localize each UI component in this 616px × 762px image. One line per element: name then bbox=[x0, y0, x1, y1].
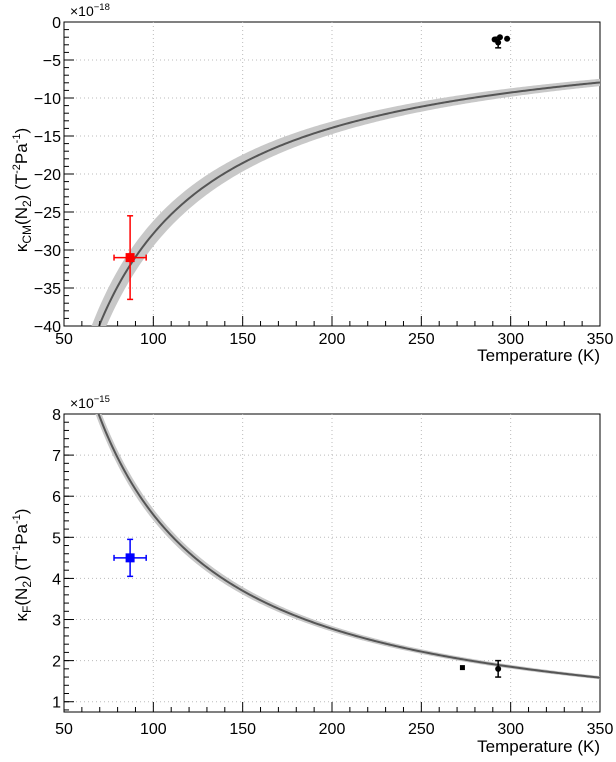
x-tick-label: 250 bbox=[408, 331, 435, 348]
fit-band-area bbox=[91, 78, 600, 326]
data-points bbox=[113, 34, 511, 301]
grid-lines bbox=[64, 414, 600, 712]
x-tick-labels: 50 100 150 200 250 300 350 bbox=[55, 721, 613, 738]
axis-ticks bbox=[63, 21, 601, 327]
x-tick-label: 50 bbox=[55, 331, 73, 348]
y-exponent-label: ×10−15 bbox=[70, 394, 110, 411]
fit-curve-line bbox=[97, 414, 600, 679]
y-tick-label: 0 bbox=[52, 15, 61, 32]
y-tick-label: −35 bbox=[34, 281, 61, 298]
x-tick-labels: 50 100 150 200 250 300 350 bbox=[55, 331, 613, 348]
y-tick-label: −30 bbox=[34, 243, 61, 260]
y-tick-label: −5 bbox=[43, 53, 61, 70]
data-point-circle bbox=[495, 39, 502, 46]
x-tick-label: 300 bbox=[497, 331, 524, 348]
y-tick-label: −10 bbox=[34, 91, 61, 108]
y-tick-label: 2 bbox=[52, 654, 61, 671]
x-tick-label: 200 bbox=[319, 331, 346, 348]
data-point-square bbox=[125, 553, 135, 563]
y-tick-label: −15 bbox=[34, 129, 61, 146]
x-tick-label: 50 bbox=[55, 721, 73, 738]
x-tick-label: 150 bbox=[229, 721, 256, 738]
axis-ticks bbox=[63, 413, 601, 712]
fit-curve-line bbox=[97, 81, 600, 326]
data-point-square bbox=[459, 665, 465, 671]
x-tick-label: 350 bbox=[587, 721, 614, 738]
x-tick-label: 300 bbox=[497, 721, 524, 738]
y-tick-label: −40 bbox=[34, 319, 61, 336]
x-tick-label: 250 bbox=[408, 721, 435, 738]
data-points bbox=[113, 538, 502, 678]
y-tick-label: 6 bbox=[52, 489, 61, 506]
y-tick-label: 7 bbox=[52, 448, 61, 465]
x-tick-label: 100 bbox=[140, 331, 167, 348]
y-tick-label: −20 bbox=[34, 167, 61, 184]
fit-band-area bbox=[95, 414, 600, 680]
data-point-square bbox=[125, 253, 135, 263]
y-tick-label: 3 bbox=[52, 613, 61, 630]
fit-band bbox=[91, 78, 600, 326]
y-tick-label: −25 bbox=[34, 205, 61, 222]
x-axis-title: Temperature (K) bbox=[477, 737, 600, 756]
grid-lines bbox=[64, 22, 600, 326]
y-tick-label: 5 bbox=[52, 530, 61, 547]
y-tick-labels: 1 2 3 4 5 6 7 8 bbox=[52, 407, 61, 712]
x-axis-title: Temperature (K) bbox=[477, 346, 600, 365]
y-axis-title: κCM(N2) (T-2Pa-1) bbox=[11, 128, 34, 252]
y-axis-title: κF(N2) (T-1Pa-1) bbox=[11, 509, 34, 622]
fit-curve bbox=[97, 414, 600, 679]
chart-top-panel: 50 100 150 200 250 300 350 0 −5 −10 −15 −20 −25 −30 −… bbox=[11, 2, 613, 365]
fit-band bbox=[95, 414, 600, 680]
x-tick-label: 350 bbox=[587, 331, 614, 348]
y-exponent-label: ×10−18 bbox=[70, 2, 110, 19]
fit-curve bbox=[97, 81, 600, 326]
x-tick-label: 200 bbox=[319, 721, 346, 738]
data-point-circle bbox=[495, 665, 502, 672]
x-tick-label: 150 bbox=[229, 331, 256, 348]
x-tick-label: 100 bbox=[140, 721, 167, 738]
y-tick-labels: 0 −5 −10 −15 −20 −25 −30 −35 −40 bbox=[34, 15, 61, 336]
y-tick-label: 4 bbox=[52, 571, 61, 588]
y-tick-label: 8 bbox=[52, 407, 61, 424]
chart-bottom-panel: 50 100 150 200 250 300 350 1 2 3 4 5 6 7 8 Temperatur… bbox=[11, 394, 613, 756]
data-point-circle bbox=[496, 34, 503, 41]
data-point-circle bbox=[504, 35, 511, 42]
y-tick-label: 1 bbox=[52, 695, 61, 712]
